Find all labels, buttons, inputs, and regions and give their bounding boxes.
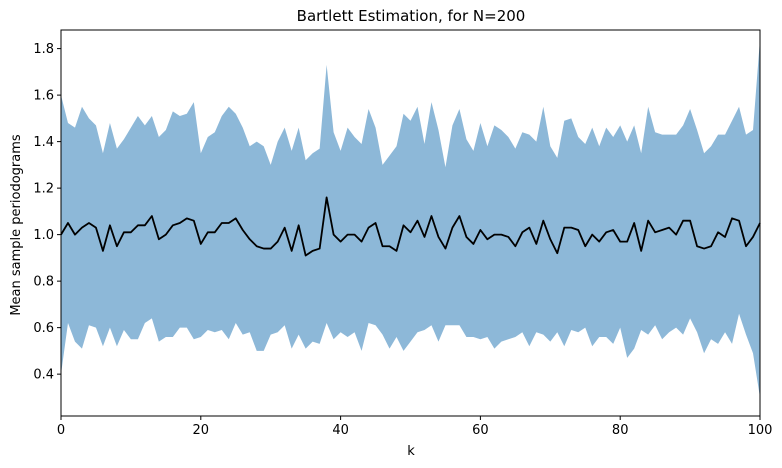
y-tick-label: 1.6 xyxy=(33,89,54,104)
mean-line xyxy=(60,196,761,257)
plot-frame xyxy=(60,29,761,417)
x-tick-label: 40 xyxy=(332,423,349,438)
x-axis-label: k xyxy=(407,444,415,459)
x-tick-label: 0 xyxy=(57,423,65,438)
x-tick-label: 20 xyxy=(193,423,210,438)
y-tick-label: 0.4 xyxy=(33,368,54,383)
y-tick-label: 0.8 xyxy=(33,275,54,290)
x-tick-label: 60 xyxy=(472,423,489,438)
x-tick-label: 100 xyxy=(748,423,773,438)
y-tick-label: 1.4 xyxy=(33,135,54,150)
plot-area: 0 20 40 60 80 100 0.4 0.6 0.8 1.0 1.2 1.4 1.6 1.8 xyxy=(33,29,773,438)
x-tick-label: 80 xyxy=(612,423,629,438)
y-axis-label: Mean sample periodograms xyxy=(9,134,24,316)
y-tick-label: 1.2 xyxy=(33,182,54,197)
y-tick-label: 0.6 xyxy=(33,321,54,336)
chart-title: Bartlett Estimation, for N=200 xyxy=(297,7,526,25)
y-tick-label: 1.8 xyxy=(33,42,54,57)
y-tick-label: 1.0 xyxy=(33,228,54,243)
band-area xyxy=(61,39,760,398)
